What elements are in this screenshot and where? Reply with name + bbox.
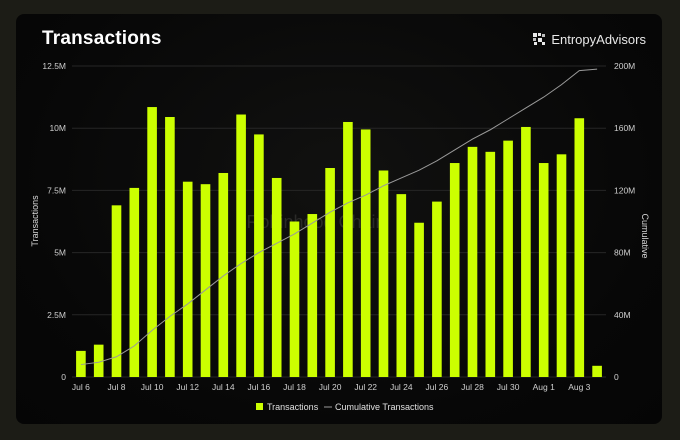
bar bbox=[432, 201, 442, 377]
legend-swatch-transactions bbox=[256, 403, 263, 410]
x-tick-label: Jul 10 bbox=[141, 382, 164, 392]
bar bbox=[467, 146, 478, 377]
bar bbox=[503, 140, 513, 377]
bar bbox=[360, 129, 371, 377]
y2-tick-label: 160M bbox=[614, 123, 635, 133]
x-tick-label: Aug 3 bbox=[568, 382, 590, 392]
bar bbox=[414, 222, 424, 377]
x-tick-label: Aug 1 bbox=[533, 382, 555, 392]
y2-tick-label: 200M bbox=[614, 61, 635, 71]
bar bbox=[182, 181, 193, 377]
brand-logo: EntropyAdvisors bbox=[533, 32, 646, 47]
x-tick-label: Jul 16 bbox=[248, 382, 271, 392]
y-tick-label: 0 bbox=[61, 372, 66, 382]
y2-axis-title: Cumulative bbox=[640, 213, 650, 258]
bar bbox=[218, 172, 229, 377]
y-tick-label: 2.5M bbox=[47, 310, 66, 320]
brand-name: EntropyAdvisors bbox=[551, 32, 646, 47]
y2-tick-label: 0 bbox=[614, 372, 619, 382]
bar bbox=[129, 187, 140, 377]
bar bbox=[521, 126, 531, 378]
bar bbox=[111, 205, 122, 377]
x-tick-label: Jul 28 bbox=[461, 382, 484, 392]
x-tick-label: Jul 14 bbox=[212, 382, 235, 392]
x-tick-label: Jul 30 bbox=[497, 382, 520, 392]
x-tick-label: Jul 12 bbox=[176, 382, 199, 392]
bar bbox=[325, 168, 335, 377]
bar bbox=[574, 118, 585, 378]
bar bbox=[592, 365, 602, 377]
bar bbox=[76, 350, 86, 377]
y2-tick-label: 40M bbox=[614, 310, 631, 320]
bar bbox=[485, 151, 496, 377]
bar bbox=[200, 184, 211, 377]
y-tick-label: 7.5M bbox=[47, 185, 66, 195]
bar bbox=[556, 154, 567, 377]
bar bbox=[236, 114, 246, 378]
y-tick-label: 5M bbox=[54, 248, 66, 258]
x-tick-label: Jul 8 bbox=[108, 382, 126, 392]
x-tick-label: Jul 20 bbox=[319, 382, 342, 392]
bar bbox=[343, 121, 353, 377]
bar bbox=[378, 170, 389, 377]
chart-title: Transactions bbox=[42, 28, 162, 49]
bar bbox=[165, 117, 175, 377]
bar bbox=[538, 163, 549, 377]
cumulative-line bbox=[80, 68, 598, 366]
bar bbox=[307, 214, 318, 377]
chart-card: Transactions EntropyAdvisors Robinhood C… bbox=[16, 14, 662, 424]
bar bbox=[289, 221, 300, 377]
legend-label-transactions: Transactions bbox=[267, 402, 319, 412]
bar bbox=[254, 134, 264, 377]
bar bbox=[271, 177, 282, 377]
legend-label-cumulative: Cumulative Transactions bbox=[335, 402, 434, 412]
bar bbox=[449, 163, 460, 377]
bar bbox=[396, 194, 407, 377]
x-tick-label: Jul 26 bbox=[426, 382, 449, 392]
y2-tick-label: 120M bbox=[614, 185, 635, 195]
x-tick-label: Jul 22 bbox=[354, 382, 377, 392]
legend: Transactions Cumulative Transactions bbox=[256, 402, 434, 412]
y-tick-label: 10M bbox=[49, 123, 66, 133]
x-tick-label: Jul 18 bbox=[283, 382, 306, 392]
x-tick-label: Jul 6 bbox=[72, 382, 90, 392]
y-tick-label: 12.5M bbox=[42, 61, 66, 71]
x-tick-label: Jul 24 bbox=[390, 382, 413, 392]
chart-plot: Robinhood Chain 002.5M40M5M80M7.5M120M10… bbox=[30, 61, 650, 412]
y-axis-title: Transactions bbox=[30, 195, 40, 247]
entropy-logo-icon bbox=[533, 33, 546, 45]
bar bbox=[147, 107, 157, 377]
bar bbox=[93, 344, 104, 377]
y2-tick-label: 80M bbox=[614, 248, 631, 258]
